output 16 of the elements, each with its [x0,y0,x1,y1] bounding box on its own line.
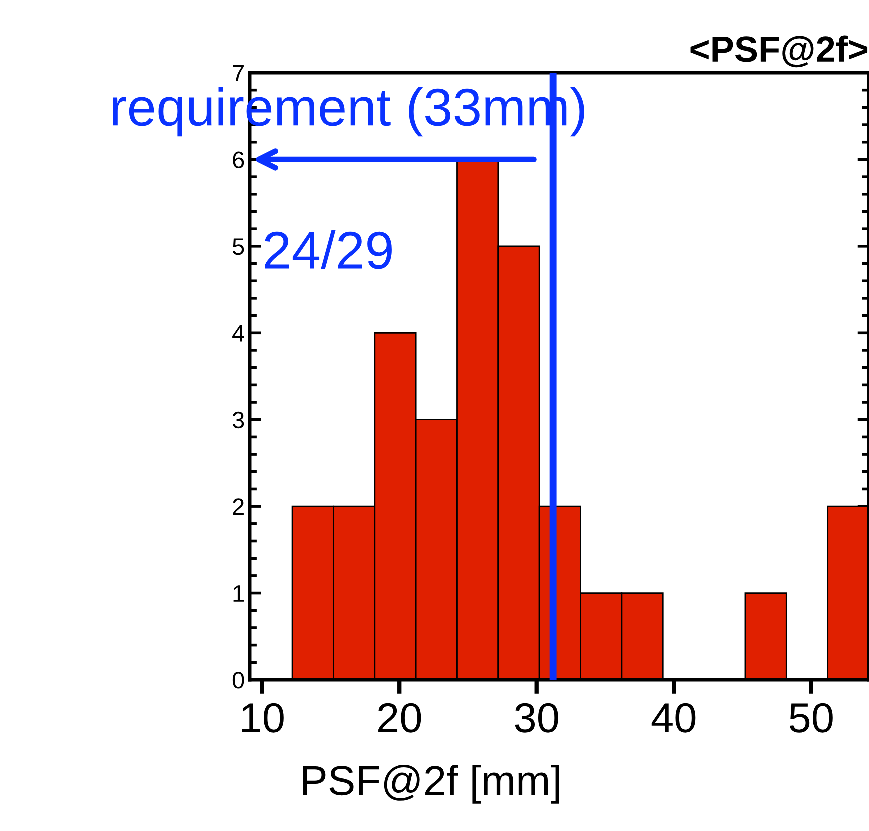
annotation: 24/29 [265,230,392,270]
chart-title: <PSF@2f> [690,36,868,68]
x-tick-label: 40 [652,703,696,733]
y-tick-label: 4 [232,325,244,342]
y-tick-label: 3 [232,412,244,429]
x-tick-label: 50 [790,703,833,733]
y-tick-label: 5 [232,238,244,256]
x-tick-label: 10 [242,703,284,733]
x-tick-label: 20 [378,703,422,733]
y-tick-label: 6 [233,152,244,168]
y-tick-label: 1 [234,586,244,602]
y-tick-label: 0 [232,672,244,689]
x-axis-title: PSF@2f [mm] [304,764,560,804]
y-tick-label: 2 [233,498,244,516]
y-tick-label: 7 [233,65,244,82]
x-tick-label: 30 [515,703,558,733]
